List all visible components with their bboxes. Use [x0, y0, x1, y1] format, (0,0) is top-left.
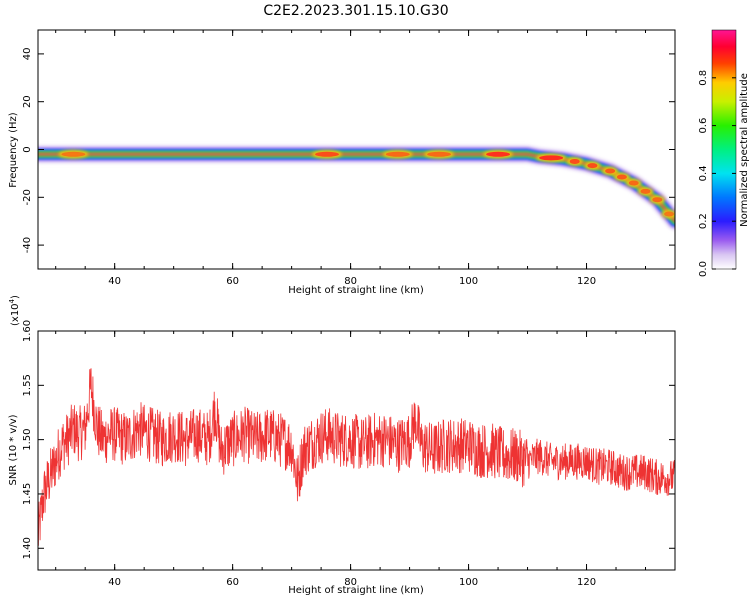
snr-panel: 40 60 80 100 120 1.40 1.45 1.50 1.55 1.60 Height…	[8, 295, 676, 596]
spectrogram-y-ticks: -40 -20 0 20 40	[22, 48, 675, 253]
ridge-peak	[661, 209, 675, 219]
snr-series-line	[38, 368, 675, 546]
spectrogram-x-tick-label: 120	[577, 276, 596, 287]
spectrogram-x-tick-label: 100	[459, 276, 478, 287]
spectrogram-x-label: Height of straight line (km)	[288, 285, 424, 296]
snr-multiplier-base: (x10	[10, 303, 21, 326]
ridge-peak-core	[652, 197, 663, 203]
colorbar-tick-label: 0.0	[698, 261, 709, 277]
snr-x-tick-label: 100	[459, 577, 478, 588]
spectrogram-y-tick-label: 0	[22, 146, 33, 152]
spectrogram-panel: 40 60 80 100 120 -40 -20 0 20 40 Height of strai…	[8, 29, 676, 296]
colorbar-tick-label: 0.2	[698, 213, 709, 229]
snr-y-tick-label: 1.55	[22, 374, 33, 396]
ridge-peak-core	[486, 151, 511, 157]
ridge-peak-core	[605, 168, 616, 174]
snr-x-tick-label: 40	[108, 577, 121, 588]
colorbar-tick-label: 0.8	[698, 70, 709, 86]
spectrogram-ridge	[38, 145, 675, 231]
ridge-peak-core	[315, 151, 340, 157]
snr-y-tick-label: 1.40	[22, 537, 33, 559]
snr-y-tick-label: 1.50	[22, 429, 33, 451]
snr-x-tick-label: 60	[226, 577, 239, 588]
snr-x-tick-label: 80	[344, 577, 357, 588]
snr-frame	[37, 330, 676, 571]
colorbar-scale	[711, 29, 737, 270]
snr-x-tick-label: 120	[577, 577, 596, 588]
spectrogram-x-tick-label: 80	[344, 276, 357, 287]
snr-y-tick-label: 1.60	[22, 320, 33, 342]
snr-y-ticks: 1.40 1.45 1.50 1.55 1.60	[22, 320, 675, 559]
snr-multiplier-exp: 4	[8, 298, 16, 303]
spectrogram-y-tick-label: 40	[22, 48, 33, 61]
ridge-peak-core	[61, 151, 86, 157]
spectrogram-y-tick-label: -40	[22, 237, 33, 253]
spectrogram-y-label: Frequency (Hz)	[8, 112, 19, 188]
figure-title: C2E2.2023.301.15.10.G30	[263, 3, 448, 19]
spectrogram-y-tick-label: 20	[22, 95, 33, 108]
spectrogram-x-ticks: 40 60 80 100 120	[55, 30, 676, 287]
snr-multiplier: (x104)	[8, 295, 21, 326]
ridge-peak-core	[616, 174, 627, 180]
snr-y-tick-label: 1.45	[22, 483, 33, 505]
ridge-peak-core	[539, 155, 564, 161]
colorbar-ticks: 0.0 0.2 0.4 0.6 0.8	[698, 70, 736, 277]
ridge-peak	[58, 149, 89, 159]
snr-multiplier-close: )	[10, 295, 21, 299]
snr-y-label: SNR (10 * v/v)	[8, 414, 19, 485]
colorbar: 0.0 0.2 0.4 0.6 0.8 Normalized spectral ampl…	[698, 29, 750, 277]
snr-series-container	[38, 368, 675, 546]
snr-x-label: Height of straight line (km)	[288, 585, 424, 596]
snr-x-ticks: 40 60 80 100 120	[55, 331, 676, 588]
colorbar-label: Normalized spectral amplitude	[739, 73, 750, 227]
ridge-peak-core	[664, 211, 675, 217]
ridge-peak-core	[587, 163, 598, 169]
spectrogram-y-tick-label: -20	[22, 189, 33, 205]
ridge-peak-core	[385, 151, 410, 157]
spectrogram-x-tick-label: 40	[108, 276, 121, 287]
colorbar-tick-label: 0.6	[698, 118, 709, 134]
ridge-peak-core	[427, 151, 452, 157]
spectrogram-x-tick-label: 60	[226, 276, 239, 287]
ridge-peak-core	[628, 180, 639, 186]
ridge-peak-core	[640, 188, 651, 194]
ridge-peak-core	[569, 158, 580, 164]
colorbar-tick-label: 0.4	[698, 165, 709, 181]
